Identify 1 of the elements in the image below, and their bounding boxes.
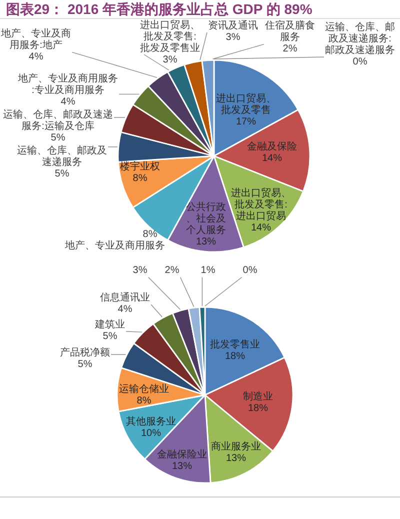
title: 图表29： 2016 年香港的服务业占总 GDP 的 89% bbox=[6, 1, 312, 17]
